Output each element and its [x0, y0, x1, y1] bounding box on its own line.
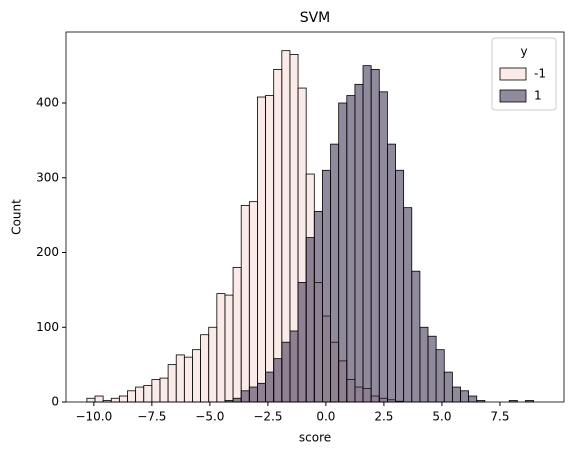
bar — [419, 326, 429, 403]
bar — [159, 377, 169, 403]
bar — [338, 102, 348, 403]
legend-label: 1 — [534, 89, 542, 103]
bar — [265, 371, 275, 403]
bar — [435, 349, 445, 403]
bar — [183, 356, 193, 403]
chart-title: SVM — [300, 10, 331, 26]
bar — [305, 237, 315, 403]
bar — [403, 207, 413, 403]
y-tick-label: 300 — [36, 170, 59, 184]
bar — [151, 379, 161, 403]
bar — [330, 143, 340, 403]
x-tick-label: −2.5 — [253, 410, 282, 424]
bar — [273, 358, 283, 403]
bar — [281, 341, 291, 403]
bar — [175, 354, 185, 403]
x-tick-label: −10.0 — [75, 410, 112, 424]
y-tick-label: 400 — [36, 96, 59, 110]
bar — [248, 201, 258, 403]
bar — [232, 267, 242, 403]
bar — [378, 91, 388, 403]
bar — [297, 282, 307, 403]
bar — [143, 385, 153, 403]
bar — [232, 397, 242, 403]
bar — [451, 386, 461, 403]
bar — [127, 390, 137, 403]
bar — [200, 334, 210, 403]
bar — [216, 293, 226, 403]
bar — [460, 390, 470, 403]
bar — [86, 397, 96, 403]
bar — [257, 96, 266, 403]
x-tick-label: 0.0 — [316, 410, 335, 424]
x-tick-label: 7.5 — [490, 410, 509, 424]
bar — [322, 169, 331, 403]
bar — [313, 210, 323, 403]
x-tick-label: 5.0 — [432, 410, 451, 424]
bar — [167, 364, 177, 403]
bar — [240, 390, 250, 403]
bar — [370, 68, 380, 403]
bar — [354, 83, 364, 403]
bar — [387, 143, 396, 403]
y-tick-label: 100 — [36, 320, 59, 334]
bar — [411, 270, 421, 403]
legend-swatch — [499, 67, 527, 81]
y-axis-label: Count — [10, 199, 24, 235]
bar — [118, 395, 128, 403]
bar — [224, 294, 234, 403]
bar — [110, 397, 120, 403]
legend-swatch — [499, 89, 527, 103]
x-tick-label: 2.5 — [374, 410, 393, 424]
bar — [443, 371, 453, 403]
legend-label: -1 — [534, 67, 546, 81]
bar — [192, 349, 201, 403]
bar — [362, 65, 372, 403]
bar — [240, 205, 250, 403]
bar — [346, 95, 356, 403]
bar — [427, 335, 437, 403]
bar — [257, 382, 266, 403]
y-tick-label: 0 — [51, 395, 59, 409]
bar — [273, 68, 283, 403]
bar — [208, 326, 218, 403]
bar — [135, 386, 145, 403]
bar — [468, 395, 478, 403]
bar — [395, 169, 405, 403]
x-tick-label: −7.5 — [137, 410, 166, 424]
x-axis-label: score — [299, 431, 331, 445]
x-tick-label: −5.0 — [195, 410, 224, 424]
bar — [248, 386, 258, 403]
bar — [265, 95, 275, 403]
bar — [94, 395, 104, 403]
bar — [289, 330, 299, 403]
y-tick-label: 200 — [36, 245, 59, 259]
legend-title: y — [520, 45, 527, 59]
plot-frame — [65, 31, 565, 403]
